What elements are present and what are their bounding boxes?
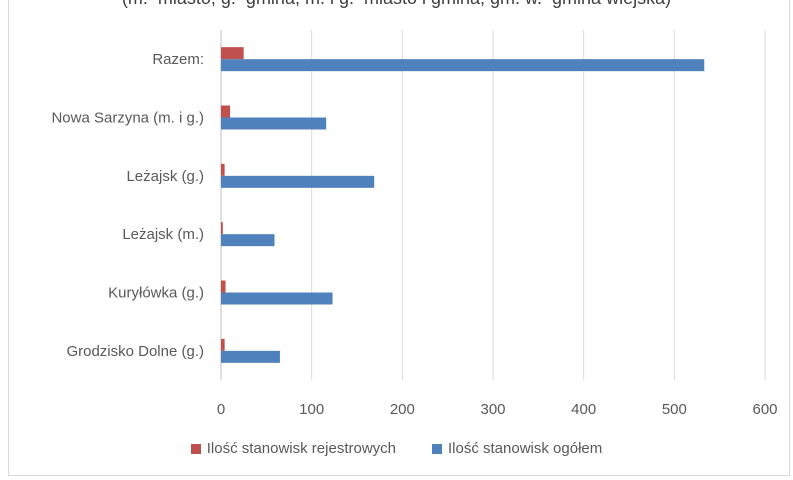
bar-total-2: [221, 175, 375, 188]
bar-total-1: [221, 117, 327, 130]
bar-registered-5: [221, 338, 225, 351]
x-tick-label-1: 100: [299, 401, 324, 418]
category-label-3: Leżajsk (m.): [122, 226, 204, 243]
chart-legend: Ilość stanowisk rejestrowych Ilość stano…: [0, 440, 793, 457]
chart-title: (m.–miasto, g.–gmina, m. i g.–miasto i g…: [0, 0, 793, 9]
x-tick-label-6: 600: [752, 401, 777, 418]
category-label-1: Nowa Sarzyna (m. i g.): [51, 110, 204, 127]
legend-item-registered: Ilość stanowisk rejestrowych: [190, 440, 396, 457]
x-tick-label-4: 400: [571, 401, 596, 418]
bar-total-5: [221, 350, 280, 363]
x-tick-label-0: 0: [217, 401, 225, 418]
category-label-2: Leżajsk (g.): [126, 168, 204, 185]
x-tick-label-2: 200: [390, 401, 415, 418]
bar-registered-3: [221, 222, 223, 235]
category-label-0: Razem:: [152, 51, 204, 68]
legend-label-registered: Ilość stanowisk rejestrowych: [206, 440, 396, 457]
legend-swatch-registered: [190, 443, 201, 454]
bar-total-4: [221, 292, 333, 305]
chart-frame: [8, 0, 790, 476]
x-tick-label-3: 300: [480, 401, 505, 418]
legend-item-total: Ilość stanowisk ogółem: [432, 440, 602, 457]
bar-registered-4: [221, 280, 226, 293]
bar-registered-0: [221, 47, 244, 60]
legend-swatch-total: [432, 443, 442, 454]
bar-total-0: [221, 59, 705, 72]
bar-registered-1: [221, 105, 231, 118]
bar-registered-2: [221, 163, 225, 176]
bar-total-3: [221, 234, 275, 247]
bar-chart: 0 100 200 300 400 500 600 Razem: Nowa Sarzyna (m…: [51, 30, 778, 418]
category-label-4: Kuryłówka (g.): [108, 285, 204, 302]
legend-label-total: Ilość stanowisk ogółem: [448, 440, 603, 457]
category-label-5: Grodzisko Dolne (g.): [66, 343, 204, 360]
x-tick-label-5: 500: [662, 401, 687, 418]
